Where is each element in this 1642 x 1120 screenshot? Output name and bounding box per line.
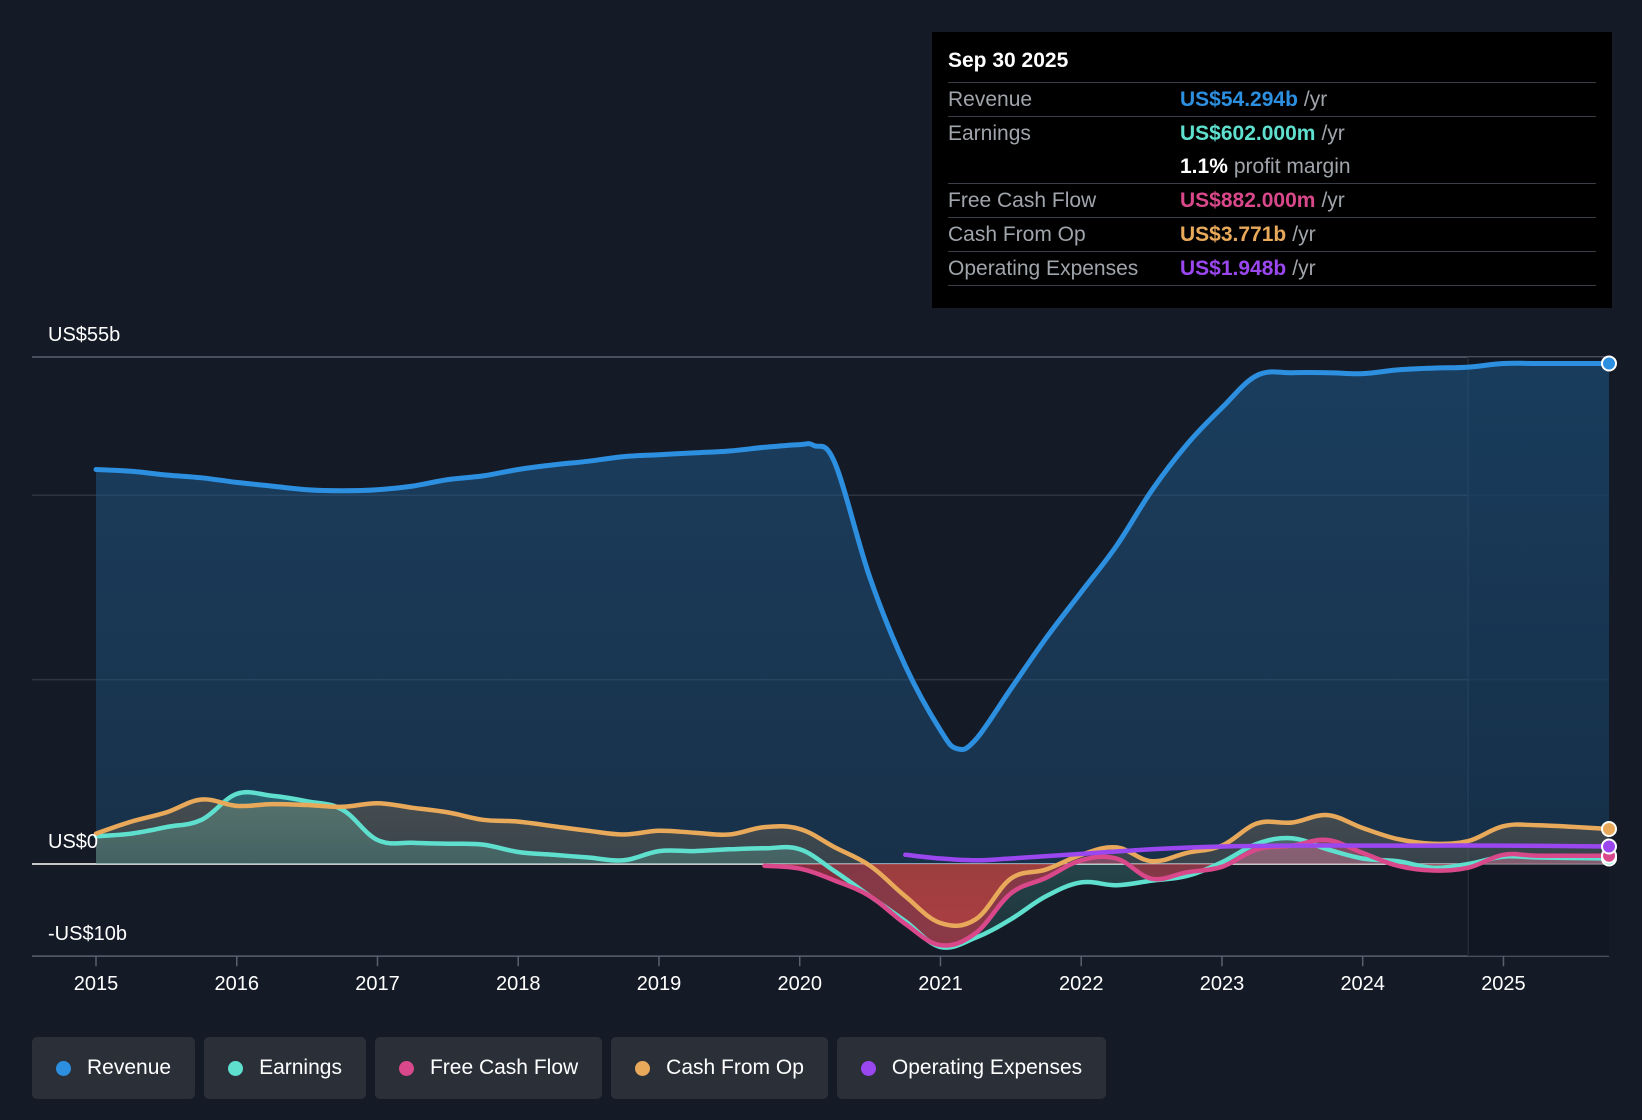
x-axis-ticks: 2015 2016 2017 2018 2019 2020 2021 2022 2023 2024…: [74, 956, 1526, 995]
x-tick-label: 2017: [355, 973, 400, 995]
tooltip-unit: /yr: [1303, 88, 1328, 111]
x-tick-label: 2024: [1340, 973, 1385, 995]
tooltip-unit: /yr: [1292, 223, 1316, 246]
tooltip-unit: /yr: [1292, 257, 1316, 280]
tooltip-label: Earnings: [948, 122, 1031, 145]
x-tick-label: 2016: [214, 973, 259, 995]
tooltip-date: Sep 30 2025: [948, 46, 1596, 83]
revenue-line: [93, 360, 1612, 753]
tooltip-label: Cash From Op: [948, 223, 1086, 246]
x-tick-label: 2019: [637, 973, 682, 995]
operating-expenses-line: [903, 843, 1612, 863]
tooltip-row-profit-margin: 1.1% profit margin: [948, 150, 1596, 184]
tooltip-row-revenue: Revenue US$54.294b /yr: [948, 83, 1596, 117]
legend-item-earnings[interactable]: Earnings: [204, 1037, 366, 1099]
tooltip-value: 1.1%: [1180, 155, 1228, 178]
legend-item-revenue[interactable]: Revenue: [32, 1037, 196, 1099]
legend-label: Cash From Op: [666, 1056, 804, 1079]
series-areas: [96, 363, 1609, 948]
operating-expenses-end-dot: [1601, 838, 1617, 855]
legend-label: Operating Expenses: [891, 1056, 1083, 1079]
tooltip-row-operating-expenses: Operating Expenses US$1.948b /yr: [948, 252, 1596, 286]
legend-item-free-cash-flow[interactable]: Free Cash Flow: [374, 1037, 603, 1099]
tooltip-value: US$54.294b: [1180, 88, 1298, 111]
y-axis-label: US$55b: [48, 324, 120, 346]
cash-from-op-line: [93, 797, 1612, 928]
legend-label: Earnings: [259, 1056, 342, 1079]
tooltip-label: Revenue: [948, 88, 1033, 111]
x-tick-label: 2018: [496, 973, 541, 995]
legend-item-operating-expenses[interactable]: Operating Expenses: [836, 1037, 1107, 1099]
tooltip-label: [948, 150, 1180, 183]
series-lines: [93, 360, 1612, 950]
legend-label: Free Cash Flow: [429, 1056, 579, 1079]
tooltip-label: Free Cash Flow: [948, 189, 1097, 212]
legend-item-cash-from-op[interactable]: Cash From Op: [611, 1037, 828, 1099]
cash-from-op-end-dot: [1601, 820, 1617, 837]
x-tick-label: 2020: [777, 973, 822, 995]
tooltip-row-earnings: Earnings US$602.000m /yr: [948, 117, 1596, 150]
y-axis-label: -US$10b: [48, 923, 127, 945]
legend-dot-icon: [860, 1060, 876, 1076]
tooltip-unit: /yr: [1321, 122, 1345, 145]
revenue-area: [96, 363, 1609, 864]
data-tooltip: Sep 30 2025 Revenue US$54.294b /yr Earni…: [932, 32, 1612, 308]
legend-label: Revenue: [87, 1056, 172, 1079]
tooltip-label: Operating Expenses: [948, 257, 1139, 280]
cash-from-op-area: [96, 799, 1609, 926]
tooltip-value: US$3.771b: [1180, 223, 1287, 246]
x-tick-label: 2025: [1481, 973, 1526, 995]
earnings-line: [93, 789, 1612, 950]
legend-dot-icon: [635, 1060, 651, 1076]
revenue-end-dot: [1601, 355, 1617, 372]
x-tick-label: 2015: [74, 973, 119, 995]
tooltip-value: US$882.000m: [1180, 189, 1316, 212]
legend-dot-icon: [56, 1060, 71, 1076]
tooltip-value: US$1.948b: [1180, 257, 1287, 280]
x-tick-label: 2022: [1059, 973, 1104, 995]
legend-dot-icon: [398, 1060, 414, 1076]
x-tick-label: 2023: [1200, 973, 1245, 995]
y-axis-labels: US$55b US$0 -US$10b: [48, 324, 127, 945]
y-axis-label: US$0: [48, 831, 98, 853]
legend-dot-icon: [228, 1060, 244, 1076]
tooltip-value: US$602.000m: [1180, 122, 1316, 145]
series-end-dots: [1601, 355, 1617, 867]
tooltip-unit: profit margin: [1233, 155, 1351, 178]
x-tick-label: 2021: [918, 973, 963, 995]
tooltip-unit: /yr: [1321, 189, 1345, 212]
free-cash-flow-line: [762, 837, 1612, 948]
legend: Revenue Earnings Free Cash Flow Cash Fro…: [32, 1037, 1115, 1099]
tooltip-row-cash-from-op: Cash From Op US$3.771b /yr: [948, 218, 1596, 252]
tooltip-row-free-cash-flow: Free Cash Flow US$882.000m /yr: [948, 184, 1596, 218]
